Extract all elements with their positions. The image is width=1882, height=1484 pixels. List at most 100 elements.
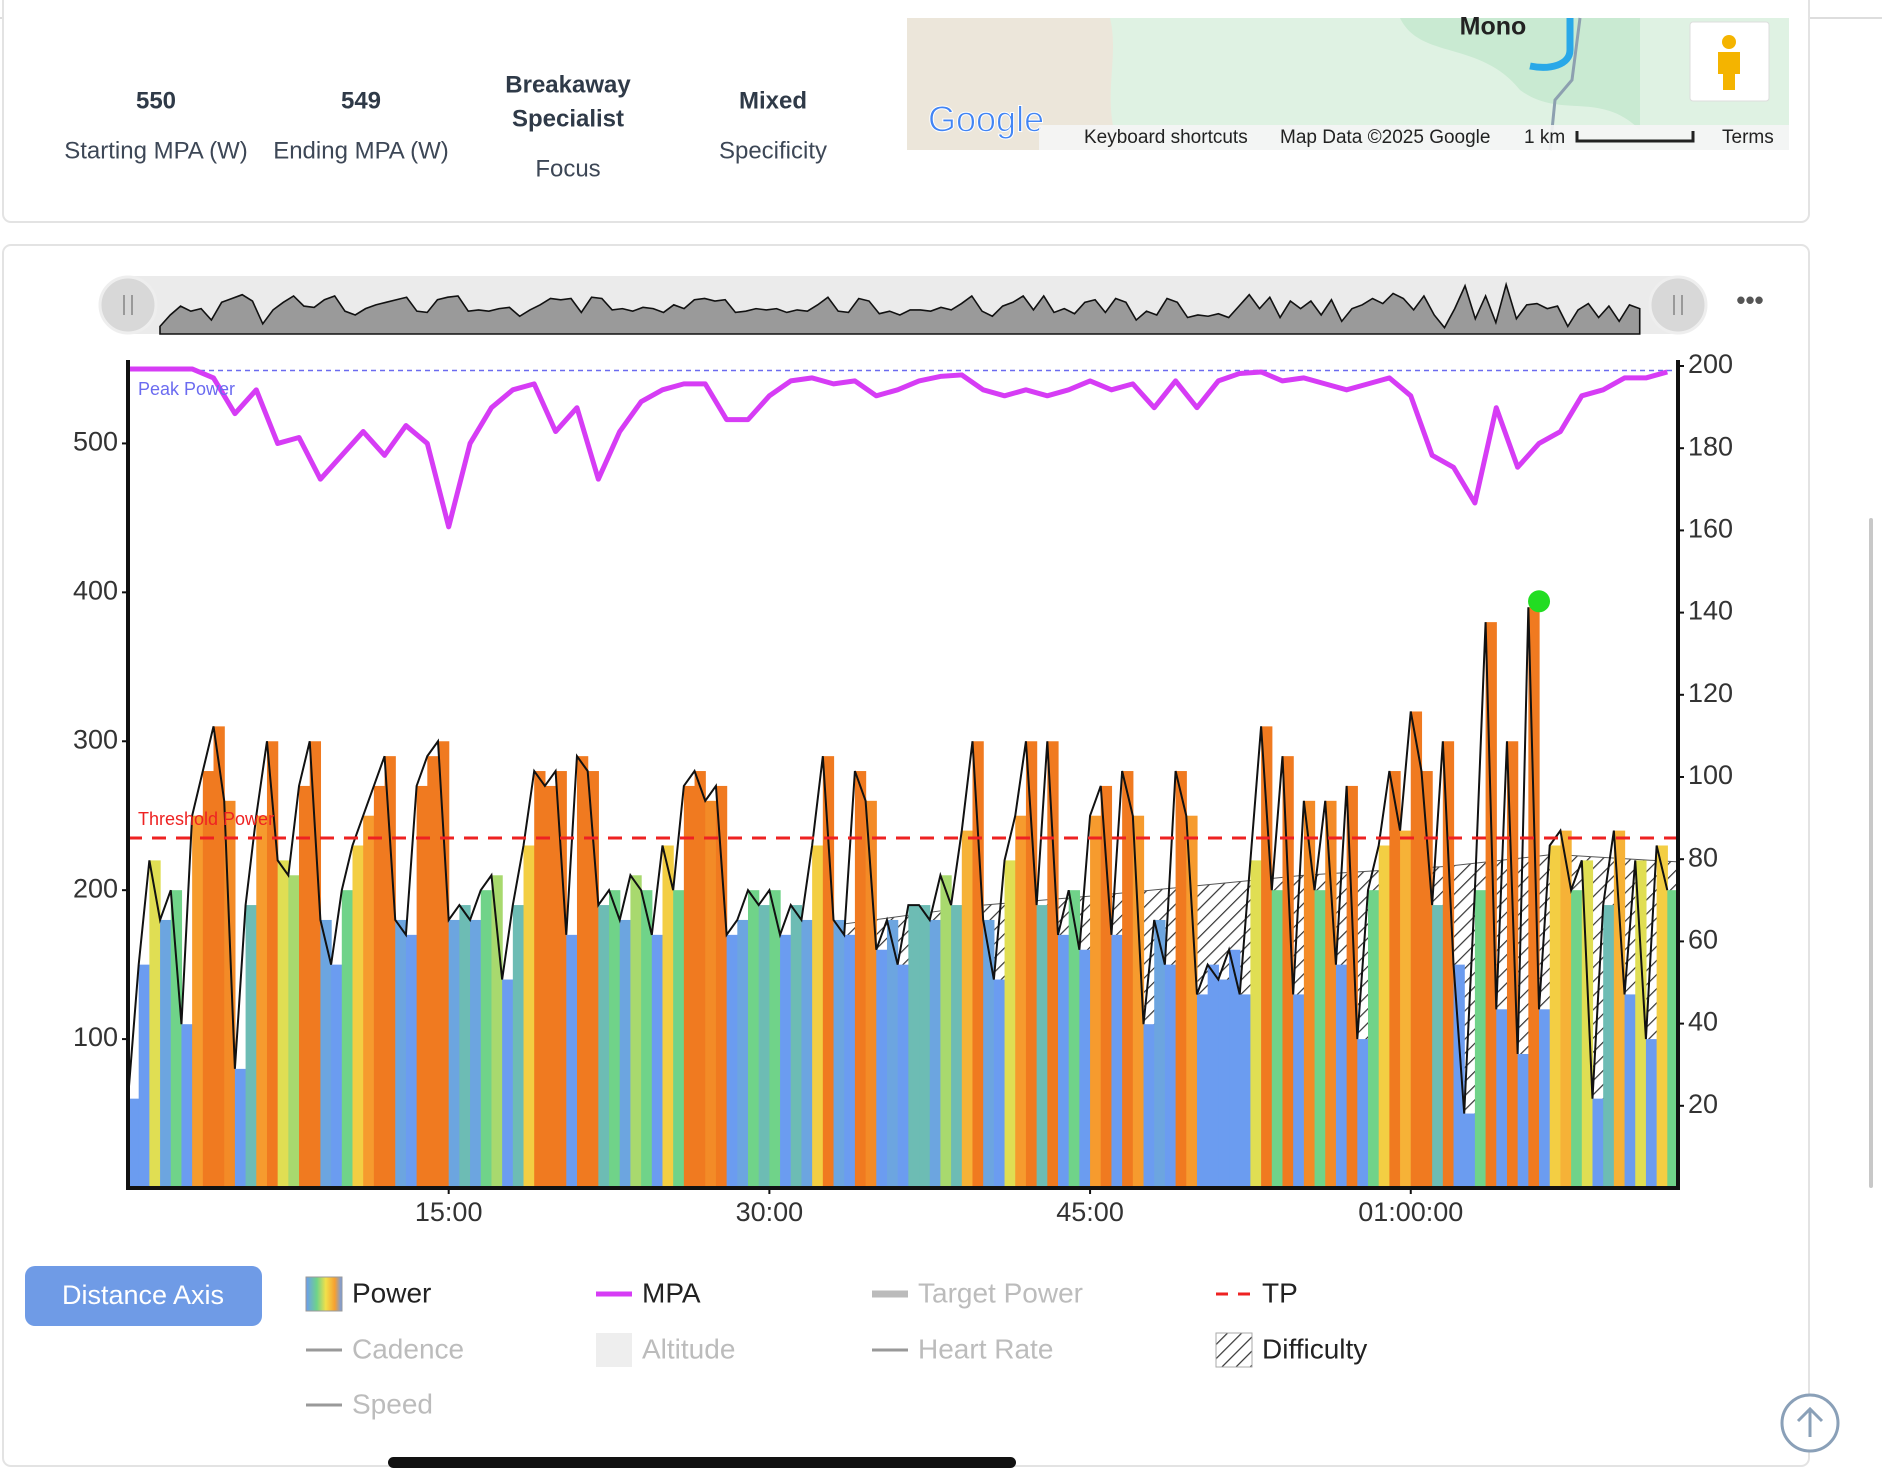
power-bar: [801, 919, 813, 1188]
power-bar: [1368, 890, 1380, 1188]
legend-item[interactable]: Target Power: [872, 1277, 1083, 1308]
map-link[interactable]: Keyboard shortcuts: [1084, 127, 1248, 148]
reference-label: Peak Power: [138, 379, 235, 399]
reference-label: Threshold Power: [138, 809, 274, 829]
stat-value: Specialist: [512, 105, 624, 132]
plot: Peak Power Threshold Power 100 200 300 400 500…: [73, 349, 1733, 1227]
legend-item[interactable]: Heart Rate: [872, 1333, 1053, 1364]
power-bar: [128, 1098, 140, 1188]
power-bar: [1539, 1009, 1551, 1188]
power-bar: [1250, 860, 1262, 1188]
power-bar: [598, 905, 610, 1188]
power-bar: [1186, 815, 1198, 1188]
y-tick-label: 100: [73, 1022, 118, 1052]
power-bar: [908, 905, 920, 1188]
y2-tick-label: 140: [1688, 596, 1733, 626]
legend-swatch: [305, 1276, 343, 1312]
power-bar: [737, 919, 749, 1188]
stat-label: Starting MPA (W): [64, 137, 248, 164]
legend-item[interactable]: Speed: [306, 1388, 433, 1419]
stat-label: Focus: [535, 155, 600, 182]
map-link[interactable]: Terms: [1722, 127, 1774, 148]
pegman-icon: [1718, 52, 1740, 90]
mpa-line: [128, 366, 1668, 530]
power-bar: [170, 890, 183, 1188]
power-bar: [1474, 890, 1487, 1188]
stat-value: 549: [341, 87, 381, 114]
range-handle[interactable]: [98, 275, 158, 335]
map-link[interactable]: Map Data ©2025 Google: [1280, 127, 1490, 148]
power-bar: [630, 875, 642, 1188]
power-bar: [363, 815, 375, 1188]
power-bar: [181, 1024, 193, 1188]
power-bar: [1154, 919, 1166, 1188]
power-bar: [1293, 994, 1305, 1188]
legend-item[interactable]: MPA: [596, 1277, 701, 1308]
more-menu[interactable]: •••: [1736, 285, 1763, 315]
y2-tick-label: 120: [1688, 678, 1733, 708]
power-bar: [480, 890, 493, 1188]
power-bar: [865, 800, 877, 1188]
power-bar: [470, 919, 482, 1188]
power-bar: [1068, 890, 1080, 1188]
power-bar: [1047, 741, 1059, 1188]
y2-tick-label: 100: [1688, 760, 1733, 790]
legend-item[interactable]: Difficulty: [1215, 1332, 1367, 1368]
range-handle-grip: [1673, 295, 1683, 315]
legend-item[interactable]: Cadence: [306, 1333, 464, 1364]
power-bar: [502, 979, 514, 1188]
map[interactable]: Mono Google Keyboard shortcuts Map Data …: [907, 13, 1789, 151]
power-bar: [812, 845, 824, 1188]
power-bar: [1229, 949, 1241, 1188]
power-bar: [1004, 860, 1016, 1188]
power-bar: [1175, 771, 1187, 1188]
power-bar: [448, 919, 460, 1188]
overview[interactable]: [159, 281, 1641, 335]
legend-label: Heart Rate: [918, 1333, 1053, 1364]
power-bar: [192, 815, 204, 1188]
power-bar: [1325, 800, 1337, 1188]
power-outline: [128, 607, 1669, 1114]
power-bar: [748, 890, 760, 1188]
power-bar: [662, 845, 674, 1188]
power-bar: [940, 875, 952, 1188]
power-bar: [299, 785, 311, 1188]
y2-tick-label: 60: [1688, 925, 1718, 955]
power-bar: [886, 919, 899, 1188]
legend-item[interactable]: Altitude: [596, 1333, 735, 1367]
power-bar: [769, 890, 781, 1188]
power-bar: [1389, 771, 1401, 1188]
distance-axis-button[interactable]: [25, 1266, 262, 1326]
power-bar: [352, 845, 364, 1188]
power-bar: [266, 741, 279, 1188]
power-bar: [202, 771, 215, 1188]
map-footer: [1039, 125, 1789, 150]
legend-item[interactable]: TP: [1216, 1277, 1298, 1308]
legend: Power MPA Target Power TP Cadence Altitude Hea…: [305, 1276, 1367, 1419]
range-handle[interactable]: [1648, 275, 1708, 335]
power-bar: [673, 890, 685, 1188]
stat-value: Mixed: [739, 87, 807, 114]
legend-item[interactable]: Power: [305, 1276, 431, 1312]
power-bar: [983, 919, 995, 1188]
map-scale-label: 1 km: [1524, 127, 1565, 148]
x-tick-label: 30:00: [736, 1197, 804, 1227]
map-logo: Google: [928, 99, 1044, 140]
power-bar: [373, 785, 386, 1188]
stat-label: Ending MPA (W): [273, 137, 449, 164]
power-bar: [694, 771, 706, 1188]
power-bar: [1303, 800, 1316, 1188]
power-bar: [544, 785, 557, 1188]
map-route: [1529, 18, 1574, 71]
power-bar: [1624, 994, 1636, 1188]
home-indicator: [388, 1457, 1016, 1468]
power-bar: [1442, 741, 1455, 1188]
power-bar: [1058, 934, 1070, 1188]
power-bar: [683, 785, 696, 1188]
power-bar: [833, 919, 845, 1188]
power-bar: [726, 934, 738, 1188]
power-bar: [245, 905, 257, 1188]
power-bar: [1400, 830, 1412, 1188]
power-bar: [149, 860, 161, 1188]
